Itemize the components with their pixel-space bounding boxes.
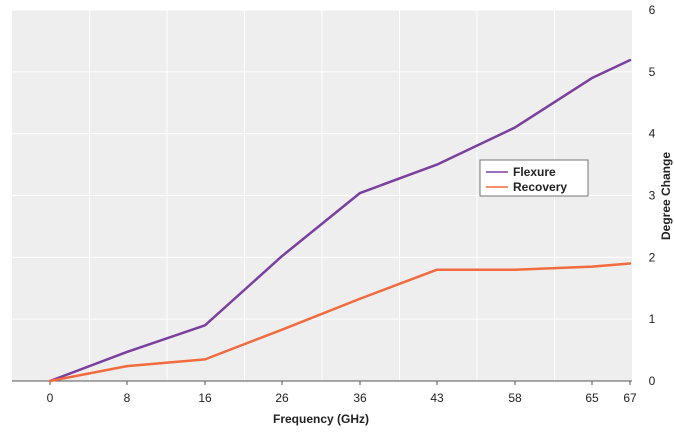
series-line-flexure <box>48 58 632 383</box>
y-tick-label: 0 <box>649 374 656 388</box>
y-axis-title: Degree Change <box>659 152 673 240</box>
y-tick-label: 1 <box>649 312 656 326</box>
legend-label-flexure: Flexure <box>513 165 556 179</box>
legend-box <box>479 159 589 197</box>
axis-ticks: 0 8 16 26 36 43 58 65 67 0 1 2 3 4 5 6 <box>47 3 656 405</box>
x-tick-label: 26 <box>275 391 289 405</box>
x-tick-label: 58 <box>508 391 522 405</box>
y-tick-label: 4 <box>649 127 656 141</box>
x-tick-label: 65 <box>585 391 599 405</box>
series-line-recovery <box>48 262 632 383</box>
y-tick-label: 2 <box>649 250 656 264</box>
x-tick-label: 16 <box>198 391 212 405</box>
x-tick-label: 36 <box>353 391 367 405</box>
y-tick-label: 3 <box>649 189 656 203</box>
x-tick-label: 0 <box>47 391 54 405</box>
legend-label-recovery: Recovery <box>513 180 567 194</box>
series-lines <box>48 58 632 383</box>
y-tick-label: 6 <box>649 3 656 17</box>
x-tick-label: 43 <box>430 391 444 405</box>
x-tick-label: 67 <box>623 391 637 405</box>
x-axis-title: Frequency (GHz) <box>273 412 369 426</box>
x-tick-label: 8 <box>124 391 131 405</box>
legend: Flexure Recovery <box>479 159 589 197</box>
y-tick-label: 5 <box>649 65 656 79</box>
